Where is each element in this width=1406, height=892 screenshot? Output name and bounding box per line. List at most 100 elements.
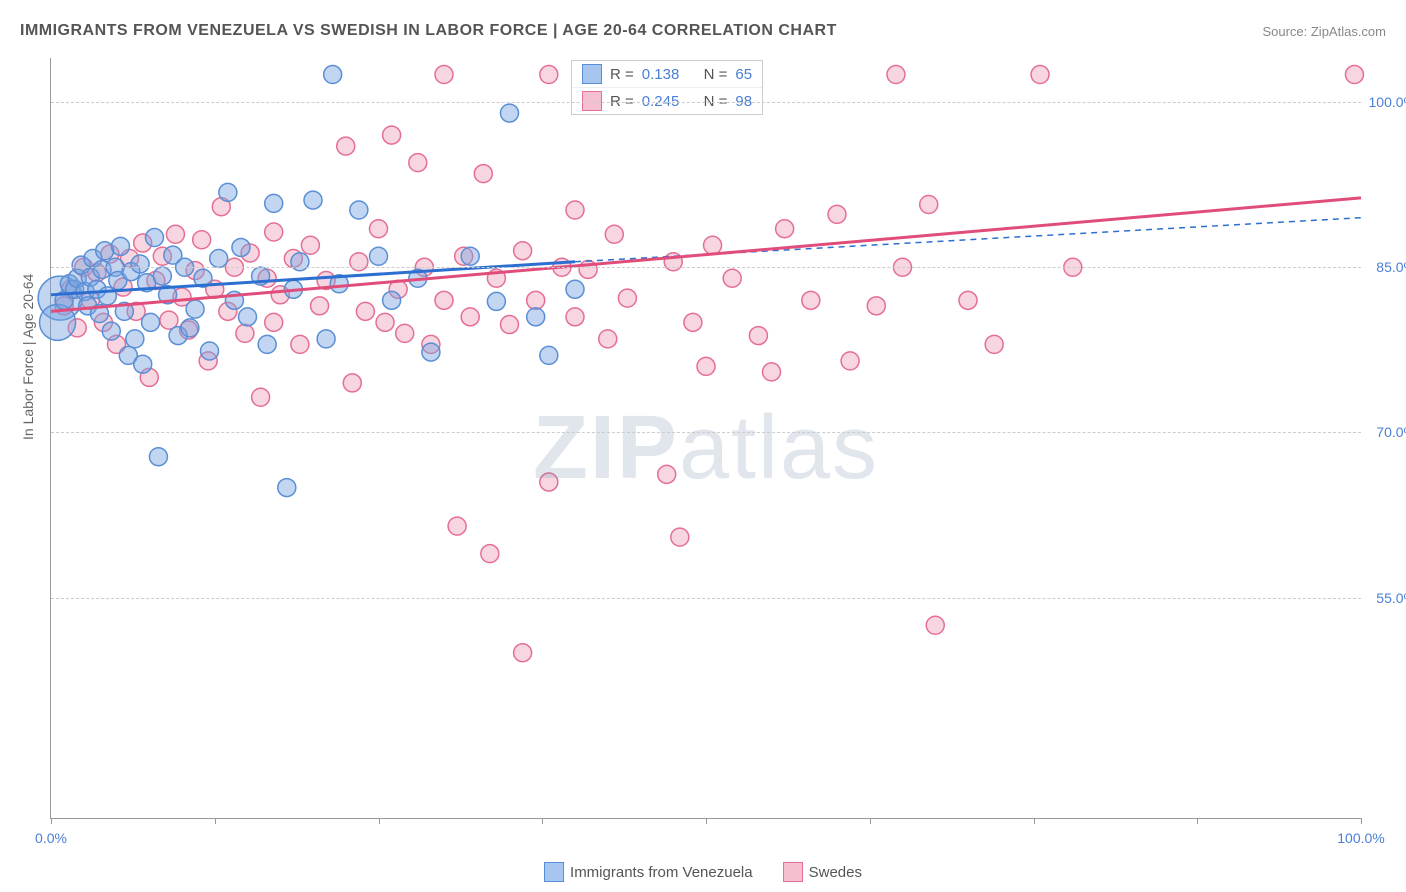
scatter-point [291, 335, 309, 353]
scatter-point [236, 324, 254, 342]
scatter-point [540, 346, 558, 364]
correlation-legend-row: R = 0.245 N = 98 [572, 88, 762, 114]
scatter-point [540, 66, 558, 84]
scatter-point [350, 201, 368, 219]
legend-swatch [582, 91, 602, 111]
scatter-point [527, 308, 545, 326]
scatter-point [527, 291, 545, 309]
scatter-point [605, 225, 623, 243]
correlation-legend: R = 0.138 N = 65R = 0.245 N = 98 [571, 60, 763, 115]
scatter-point [749, 327, 767, 345]
scatter-point [481, 545, 499, 563]
legend-item: Swedes [783, 862, 862, 882]
legend-swatch [783, 862, 803, 882]
x-tick [1197, 818, 1198, 824]
scatter-point [671, 528, 689, 546]
scatter-point [1345, 66, 1363, 84]
scatter-point [278, 479, 296, 497]
scatter-point [166, 225, 184, 243]
x-tick-label: 100.0% [1337, 830, 1384, 846]
scatter-point [566, 280, 584, 298]
scatter-point [959, 291, 977, 309]
scatter-point [409, 154, 427, 172]
scatter-point [210, 249, 228, 267]
y-tick-label: 55.0% [1376, 590, 1406, 606]
gridline-h [51, 598, 1361, 599]
scatter-point [337, 137, 355, 155]
scatter-point [474, 165, 492, 183]
gridline-h [51, 432, 1361, 433]
scatter-point [111, 237, 129, 255]
scatter-point [697, 357, 715, 375]
scatter-point [252, 388, 270, 406]
scatter-point [239, 308, 257, 326]
series-legend: Immigrants from Venezuela Swedes [544, 862, 862, 882]
scatter-point [134, 355, 152, 373]
scatter-point [126, 330, 144, 348]
scatter-point [828, 205, 846, 223]
scatter-point [376, 313, 394, 331]
scatter-point [920, 195, 938, 213]
scatter-point [985, 335, 1003, 353]
scatter-point [258, 335, 276, 353]
scatter-point [131, 255, 149, 273]
scatter-point [181, 319, 199, 337]
scatter-point [704, 236, 722, 254]
y-tick-label: 70.0% [1376, 424, 1406, 440]
legend-label: Immigrants from Venezuela [570, 864, 753, 881]
scatter-point [201, 342, 219, 360]
scatter-point [448, 517, 466, 535]
scatter-plot-svg [51, 58, 1361, 818]
legend-swatch [582, 64, 602, 84]
y-axis-label: In Labor Force | Age 20-64 [20, 274, 36, 440]
correlation-legend-row: R = 0.138 N = 65 [572, 61, 762, 88]
legend-label: Swedes [809, 864, 862, 881]
x-tick [870, 818, 871, 824]
scatter-point [776, 220, 794, 238]
scatter-point [304, 191, 322, 209]
scatter-point [370, 220, 388, 238]
scatter-point [867, 297, 885, 315]
scatter-point [324, 66, 342, 84]
scatter-point [514, 242, 532, 260]
scatter-point [301, 236, 319, 254]
scatter-point [514, 644, 532, 662]
y-tick-label: 100.0% [1369, 94, 1406, 110]
x-tick [379, 818, 380, 824]
scatter-point [926, 616, 944, 634]
scatter-point [153, 267, 171, 285]
scatter-point [370, 247, 388, 265]
x-tick [51, 818, 52, 824]
y-tick-label: 85.0% [1376, 259, 1406, 275]
scatter-point [802, 291, 820, 309]
scatter-point [396, 324, 414, 342]
scatter-point [501, 316, 519, 334]
scatter-point [461, 308, 479, 326]
scatter-point [763, 363, 781, 381]
scatter-point [311, 297, 329, 315]
legend-item: Immigrants from Venezuela [544, 862, 753, 882]
scatter-point [219, 183, 237, 201]
source-attribution: Source: ZipAtlas.com [1262, 24, 1386, 39]
scatter-point [317, 330, 335, 348]
scatter-point [684, 313, 702, 331]
scatter-point [435, 291, 453, 309]
scatter-point [265, 194, 283, 212]
scatter-point [599, 330, 617, 348]
scatter-point [142, 313, 160, 331]
x-tick [706, 818, 707, 824]
scatter-point [1031, 66, 1049, 84]
scatter-point [149, 448, 167, 466]
scatter-point [566, 201, 584, 219]
scatter-point [566, 308, 584, 326]
x-tick [215, 818, 216, 824]
x-tick-label: 0.0% [35, 830, 67, 846]
legend-swatch [544, 862, 564, 882]
x-tick [1361, 818, 1362, 824]
x-tick [542, 818, 543, 824]
x-tick [1034, 818, 1035, 824]
scatter-point [186, 300, 204, 318]
scatter-point [435, 66, 453, 84]
scatter-point [145, 229, 163, 247]
scatter-point [487, 292, 505, 310]
